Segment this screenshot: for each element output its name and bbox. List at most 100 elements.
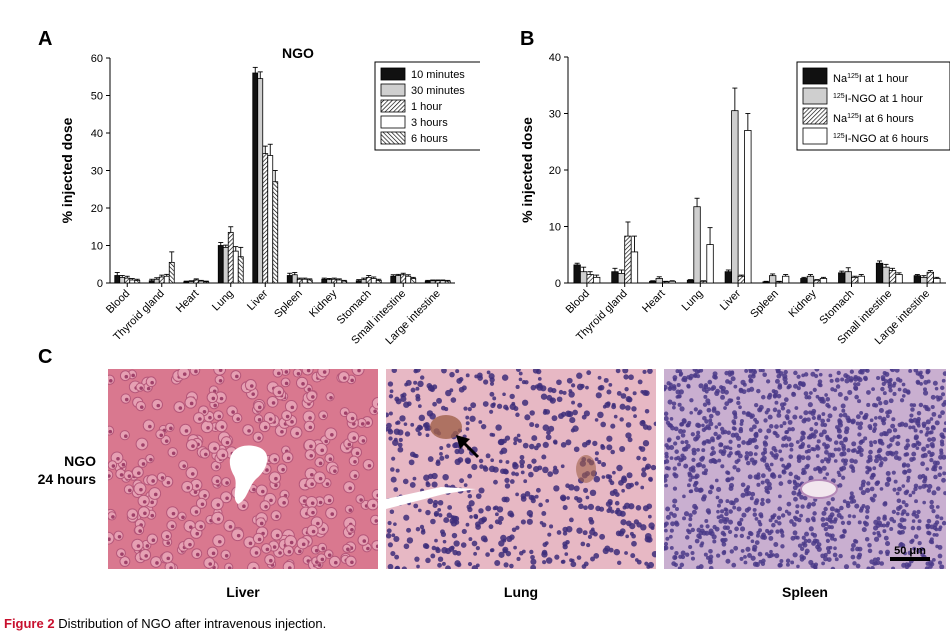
bar-na125i-at-6-hours-small-intestine [888, 270, 897, 284]
bar-125i-ngo-at-6-hours-lung [706, 244, 714, 284]
bar-10-minutes-blood [114, 275, 121, 284]
bar-3-hours-small-intestine [405, 275, 412, 284]
scale-bar-label: 50 μm [894, 545, 926, 557]
bar-30-minutes-small-intestine [395, 275, 402, 284]
x-tick-label-spleen: Spleen [272, 288, 305, 321]
bar-125i-ngo-at-1-hour-thyroid-gland [617, 272, 626, 284]
legend-swatch-3-hours [380, 115, 406, 129]
y-tick-label: 40 [549, 52, 561, 64]
bar-na125i-at-1-hour-large-intestine [913, 275, 922, 284]
legend-label-3-hours: 3 hours [411, 117, 448, 129]
y-tick-label: 0 [97, 278, 103, 290]
legend-swatch-10-minutes [380, 67, 406, 81]
bar-10-minutes-large-intestine [424, 280, 431, 284]
y-tick-label: 40 [91, 128, 103, 140]
bar-6-hours-blood [134, 279, 141, 284]
caption-liver: Liver [226, 584, 260, 600]
bar-125i-ngo-at-6-hours-blood [593, 276, 601, 284]
bar-3-hours-thyroid-gland [163, 275, 170, 284]
bar-125i-ngo-at-6-hours-liver [744, 130, 752, 284]
bar-30-minutes-liver [257, 78, 264, 284]
bar-1-hour-lung [227, 231, 234, 284]
bar-6-hours-large-intestine [444, 280, 451, 284]
caption-spleen: Spleen [782, 584, 828, 600]
bar-na125i-at-6-hours-stomach [851, 276, 859, 284]
bar-125i-ngo-at-1-hour-liver [731, 110, 739, 284]
legend-label-10-minutes: 10 minutes [411, 69, 465, 81]
x-tick-label-kidney: Kidney [787, 287, 820, 320]
bar-1-hour-heart [193, 279, 200, 284]
x-tick-label-stomach: Stomach [817, 288, 856, 327]
row-label-line2: 24 hours [37, 471, 96, 487]
legend-swatch-125i-ngo-at-6-hours [802, 127, 828, 145]
bar-na125i-at-6-hours-lung [699, 280, 708, 284]
bar-10-minutes-kidney [321, 278, 328, 284]
bar-125i-ngo-at-1-hour-heart [655, 278, 663, 284]
bar-30-minutes-stomach [360, 279, 367, 284]
bar-30-minutes-blood [119, 276, 126, 284]
y-tick-label: 0 [555, 278, 561, 290]
bar-1-hour-kidney [331, 278, 338, 284]
bar-10-minutes-stomach [355, 280, 362, 284]
bar-1-hour-blood [124, 277, 131, 284]
bar-6-hours-small-intestine [410, 278, 417, 284]
bar-3-hours-spleen [301, 278, 308, 284]
bar-na125i-at-1-hour-spleen [762, 281, 770, 284]
bar-1-hour-thyroid-gland [158, 276, 165, 284]
legend-swatch-6-hours [380, 131, 406, 145]
x-tick-label-lung: Lung [210, 288, 236, 314]
bar-3-hours-blood [129, 279, 136, 284]
x-tick-label-liver: Liver [245, 287, 271, 313]
y-tick-label: 30 [91, 166, 103, 178]
bar-3-hours-kidney [336, 279, 343, 284]
bar-3-hours-liver [267, 155, 274, 284]
bar-6-hours-liver [272, 181, 279, 284]
bar-3-hours-lung [232, 250, 239, 284]
bar-3-hours-heart [198, 280, 205, 284]
panel-label-c: C [38, 346, 53, 368]
bar-na125i-at-6-hours-blood [586, 274, 594, 284]
bar-6-hours-thyroid-gland [168, 261, 175, 284]
bar-3-hours-stomach [370, 278, 377, 284]
bar-30-minutes-heart [188, 281, 195, 284]
histology-image-spleen: 50 μm [664, 369, 946, 569]
bar-3-hours-large-intestine [439, 280, 446, 284]
x-tick-label-blood: Blood [564, 288, 592, 316]
x-tick-label-blood: Blood [104, 288, 132, 316]
bar-6-hours-kidney [341, 280, 348, 284]
bar-6-hours-heart [203, 281, 210, 284]
y-axis-label: % injected dose [519, 117, 535, 223]
bar-na125i-at-6-hours-heart [662, 281, 670, 284]
bar-10-minutes-lung [217, 245, 224, 284]
histology-row-label: NGO 24 hours [30, 452, 96, 488]
bar-na125i-at-1-hour-lung [686, 279, 695, 284]
y-axis-label: % injected dose [59, 117, 75, 223]
legend-label-125i-ngo-at-1-hour: 125I-NGO at 1 hour [833, 93, 923, 105]
y-tick-label: 20 [549, 165, 561, 177]
bar-1-hour-spleen [296, 278, 303, 284]
bar-125i-ngo-at-6-hours-large-intestine [933, 278, 941, 284]
x-tick-label-heart: Heart [174, 288, 202, 316]
bar-30-minutes-kidney [326, 279, 333, 284]
bar-1-hour-large-intestine [434, 280, 441, 284]
legend-swatch-125i-ngo-at-1-hour [802, 87, 828, 105]
y-tick-label: 60 [91, 53, 103, 65]
caption-lung: Lung [503, 584, 539, 600]
x-tick-label-heart: Heart [640, 288, 668, 316]
bar-10-minutes-heart [183, 281, 190, 284]
bar-na125i-at-1-hour-thyroid-gland [611, 271, 619, 284]
bar-125i-ngo-at-1-hour-kidney [806, 275, 815, 284]
bar-125i-ngo-at-6-hours-thyroid-gland [630, 251, 639, 284]
bar-na125i-at-1-hour-liver [724, 271, 733, 284]
bar-1-hour-liver [262, 153, 269, 284]
legend-label-30-minutes: 30 minutes [411, 85, 465, 97]
y-tick-label: 20 [91, 203, 103, 215]
histology-image-lung [386, 369, 656, 569]
bar-125i-ngo-at-6-hours-heart [668, 280, 676, 284]
bar-30-minutes-large-intestine [429, 280, 436, 284]
legend-label-na125i-at-1-hour: Na125I at 1 hour [833, 73, 909, 85]
bar-125i-ngo-at-6-hours-kidney [819, 278, 828, 284]
y-tick-label: 50 [91, 91, 103, 103]
